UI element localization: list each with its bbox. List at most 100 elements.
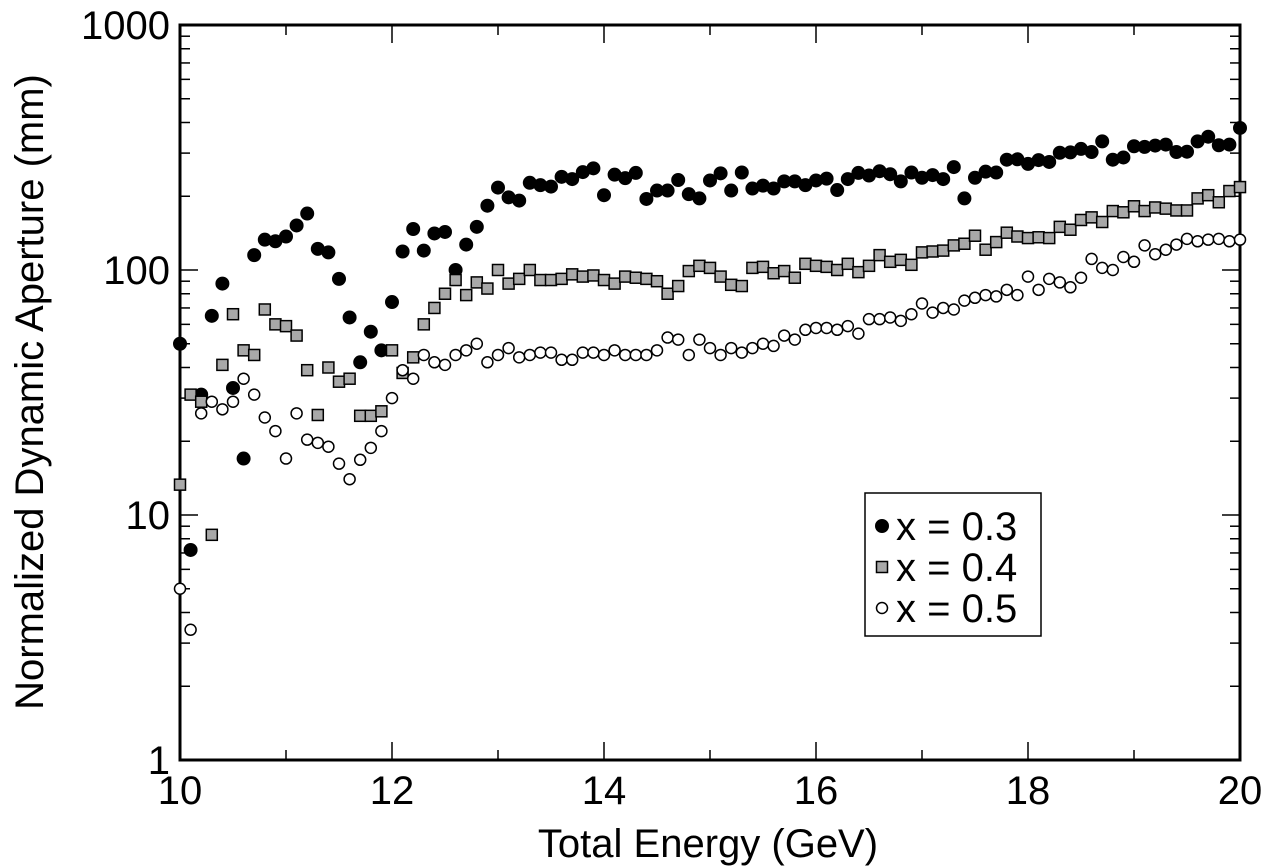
data-point-x03 xyxy=(1180,144,1194,159)
data-point-x05 xyxy=(618,348,632,362)
data-point-x05 xyxy=(1064,281,1077,294)
data-point-x03 xyxy=(1084,145,1099,160)
data-point-x04 xyxy=(1074,213,1088,227)
data-point-x03 xyxy=(480,198,495,213)
data-point-x03 xyxy=(300,206,315,221)
data-point-x05 xyxy=(247,388,261,401)
data-point-x05 xyxy=(258,411,272,424)
data-point-x03 xyxy=(883,167,898,182)
data-point-x05 xyxy=(640,348,653,362)
data-point-x05 xyxy=(1117,250,1130,264)
data-point-x05 xyxy=(777,329,791,342)
data-point-x04 xyxy=(258,303,272,316)
data-point-x04 xyxy=(247,348,261,362)
data-point-x05 xyxy=(1085,252,1098,266)
data-point-x05 xyxy=(809,321,823,335)
data-point-x04 xyxy=(650,274,664,288)
data-point-x04 xyxy=(1000,226,1014,239)
data-point-x04 xyxy=(1180,204,1194,217)
data-point-x03 xyxy=(363,324,378,339)
x-tick-label: 14 xyxy=(582,769,627,813)
data-point-x05 xyxy=(502,341,515,355)
data-point-x04 xyxy=(322,361,335,374)
data-point-x04 xyxy=(788,271,802,284)
data-point-x05 xyxy=(300,433,314,446)
data-point-x04 xyxy=(290,329,303,342)
data-point-x05 xyxy=(279,452,293,465)
data-point-x05 xyxy=(322,440,335,453)
data-point-x03 xyxy=(512,193,527,208)
data-point-x05 xyxy=(661,331,674,344)
data-point-x03 xyxy=(819,171,834,186)
data-point-x03 xyxy=(586,161,601,176)
data-point-x04 xyxy=(862,259,876,273)
data-point-x04 xyxy=(671,279,685,293)
data-point-x04 xyxy=(544,273,558,287)
data-point-x04 xyxy=(1233,180,1247,194)
data-point-x05 xyxy=(438,358,452,372)
data-point-x05 xyxy=(724,341,738,355)
data-point-x05 xyxy=(693,333,706,346)
data-point-x04 xyxy=(1191,192,1204,205)
data-point-x05 xyxy=(1021,270,1035,283)
data-point-x04 xyxy=(406,351,420,364)
data-point-x05 xyxy=(703,341,717,355)
data-point-x04 xyxy=(184,388,197,401)
data-point-x04 xyxy=(936,244,950,257)
data-point-x05 xyxy=(682,348,696,362)
data-point-x05 xyxy=(375,424,388,438)
data-point-x04 xyxy=(205,528,219,542)
data-point-x04 xyxy=(873,248,886,262)
data-point-x04 xyxy=(311,408,325,422)
data-point-x04 xyxy=(523,263,537,277)
data-point-x03 xyxy=(692,191,707,206)
legend-label: x = 0.3 xyxy=(896,505,1017,549)
data-point-x05 xyxy=(173,582,187,596)
data-point-x04 xyxy=(629,271,643,284)
data-point-x04 xyxy=(1021,231,1035,245)
data-point-x05 xyxy=(629,348,643,362)
data-point-x05 xyxy=(873,312,886,326)
data-point-x04 xyxy=(693,259,706,273)
data-point-x04 xyxy=(968,229,982,242)
data-point-x04 xyxy=(809,259,823,273)
data-point-x05 xyxy=(767,339,780,353)
data-point-x04 xyxy=(1223,184,1236,198)
data-point-x05 xyxy=(650,344,664,357)
data-point-x05 xyxy=(364,441,378,455)
data-point-x04 xyxy=(565,268,579,281)
data-point-x05 xyxy=(417,348,431,362)
data-point-x04 xyxy=(428,301,441,315)
data-point-x05 xyxy=(1053,276,1067,289)
data-point-x05 xyxy=(406,372,420,385)
data-point-x04 xyxy=(820,260,833,274)
data-point-x05 xyxy=(926,306,939,319)
data-point-x03 xyxy=(660,183,675,198)
data-point-x03 xyxy=(215,276,230,291)
data-point-x04 xyxy=(852,265,865,279)
data-point-x05 xyxy=(491,348,505,362)
data-point-x04 xyxy=(724,278,738,292)
data-point-x05 xyxy=(470,337,484,351)
data-point-x03 xyxy=(1233,120,1247,135)
data-point-x04 xyxy=(385,344,399,357)
data-point-x05 xyxy=(459,344,473,357)
data-point-x05 xyxy=(523,348,537,362)
y-tick-label: 10 xyxy=(126,494,171,538)
data-point-x05 xyxy=(512,351,526,364)
data-point-x04 xyxy=(841,257,855,271)
data-point-x03 xyxy=(1158,137,1173,152)
data-point-x05 xyxy=(1032,283,1045,297)
x-tick-label: 18 xyxy=(1006,769,1051,813)
data-point-x05 xyxy=(216,403,229,416)
data-point-x04 xyxy=(353,409,367,423)
y-tick-label: 1 xyxy=(148,739,170,783)
data-point-x03 xyxy=(724,183,739,198)
data-point-x04 xyxy=(459,288,473,302)
data-point-x04 xyxy=(915,246,929,259)
data-point-x04 xyxy=(905,258,918,272)
data-point-x04 xyxy=(979,243,992,256)
data-point-x04 xyxy=(618,270,632,283)
legend-items: x = 0.3x = 0.4x = 0.5 xyxy=(875,505,1017,631)
